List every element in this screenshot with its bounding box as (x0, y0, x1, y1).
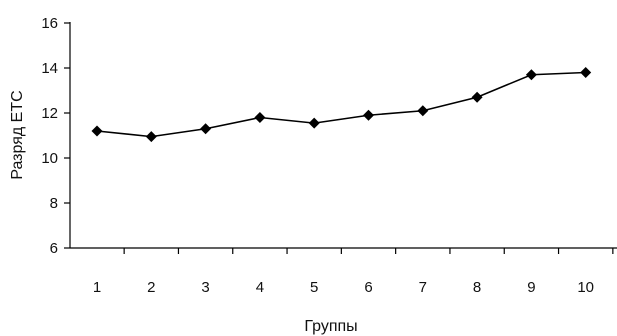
data-point-marker (91, 125, 103, 137)
data-point-marker (525, 69, 537, 81)
x-tick-label: 6 (364, 279, 372, 296)
y-axis-ticks: 6 8 10 12 14 16 (41, 15, 70, 257)
axes (69, 22, 617, 249)
series-line (96, 71, 586, 138)
x-tick-label: 4 (256, 279, 264, 296)
data-point-marker (200, 123, 212, 135)
y-tick-label: 8 (50, 195, 58, 212)
y-tick-label: 16 (41, 15, 58, 32)
y-axis-title: Разряд ЕТС (9, 90, 26, 179)
x-tick-label: 10 (577, 279, 594, 296)
x-tick-label: 1 (93, 279, 101, 296)
x-axis-title: Группы (304, 318, 357, 335)
x-tick-label: 3 (201, 279, 209, 296)
x-tick-label: 7 (419, 279, 427, 296)
y-tick-label: 10 (41, 150, 58, 167)
data-series (91, 67, 592, 143)
data-point-marker (471, 91, 483, 103)
y-tick-label: 14 (41, 60, 58, 77)
data-point-marker (254, 112, 266, 123)
y-tick-label: 12 (41, 105, 58, 122)
x-tick-label: 9 (527, 279, 535, 296)
data-point-marker (308, 117, 320, 129)
x-tick-label: 8 (473, 279, 481, 296)
y-tick-label: 6 (50, 240, 58, 257)
x-tick-label: 2 (147, 279, 155, 296)
data-point-marker (417, 105, 429, 117)
data-point-marker (363, 109, 374, 121)
data-point-marker (580, 67, 592, 78)
x-axis-ticks: 1 2 3 4 5 6 7 8 9 10 (93, 248, 614, 296)
x-tick-label: 5 (310, 279, 318, 296)
data-point-marker (145, 131, 157, 143)
